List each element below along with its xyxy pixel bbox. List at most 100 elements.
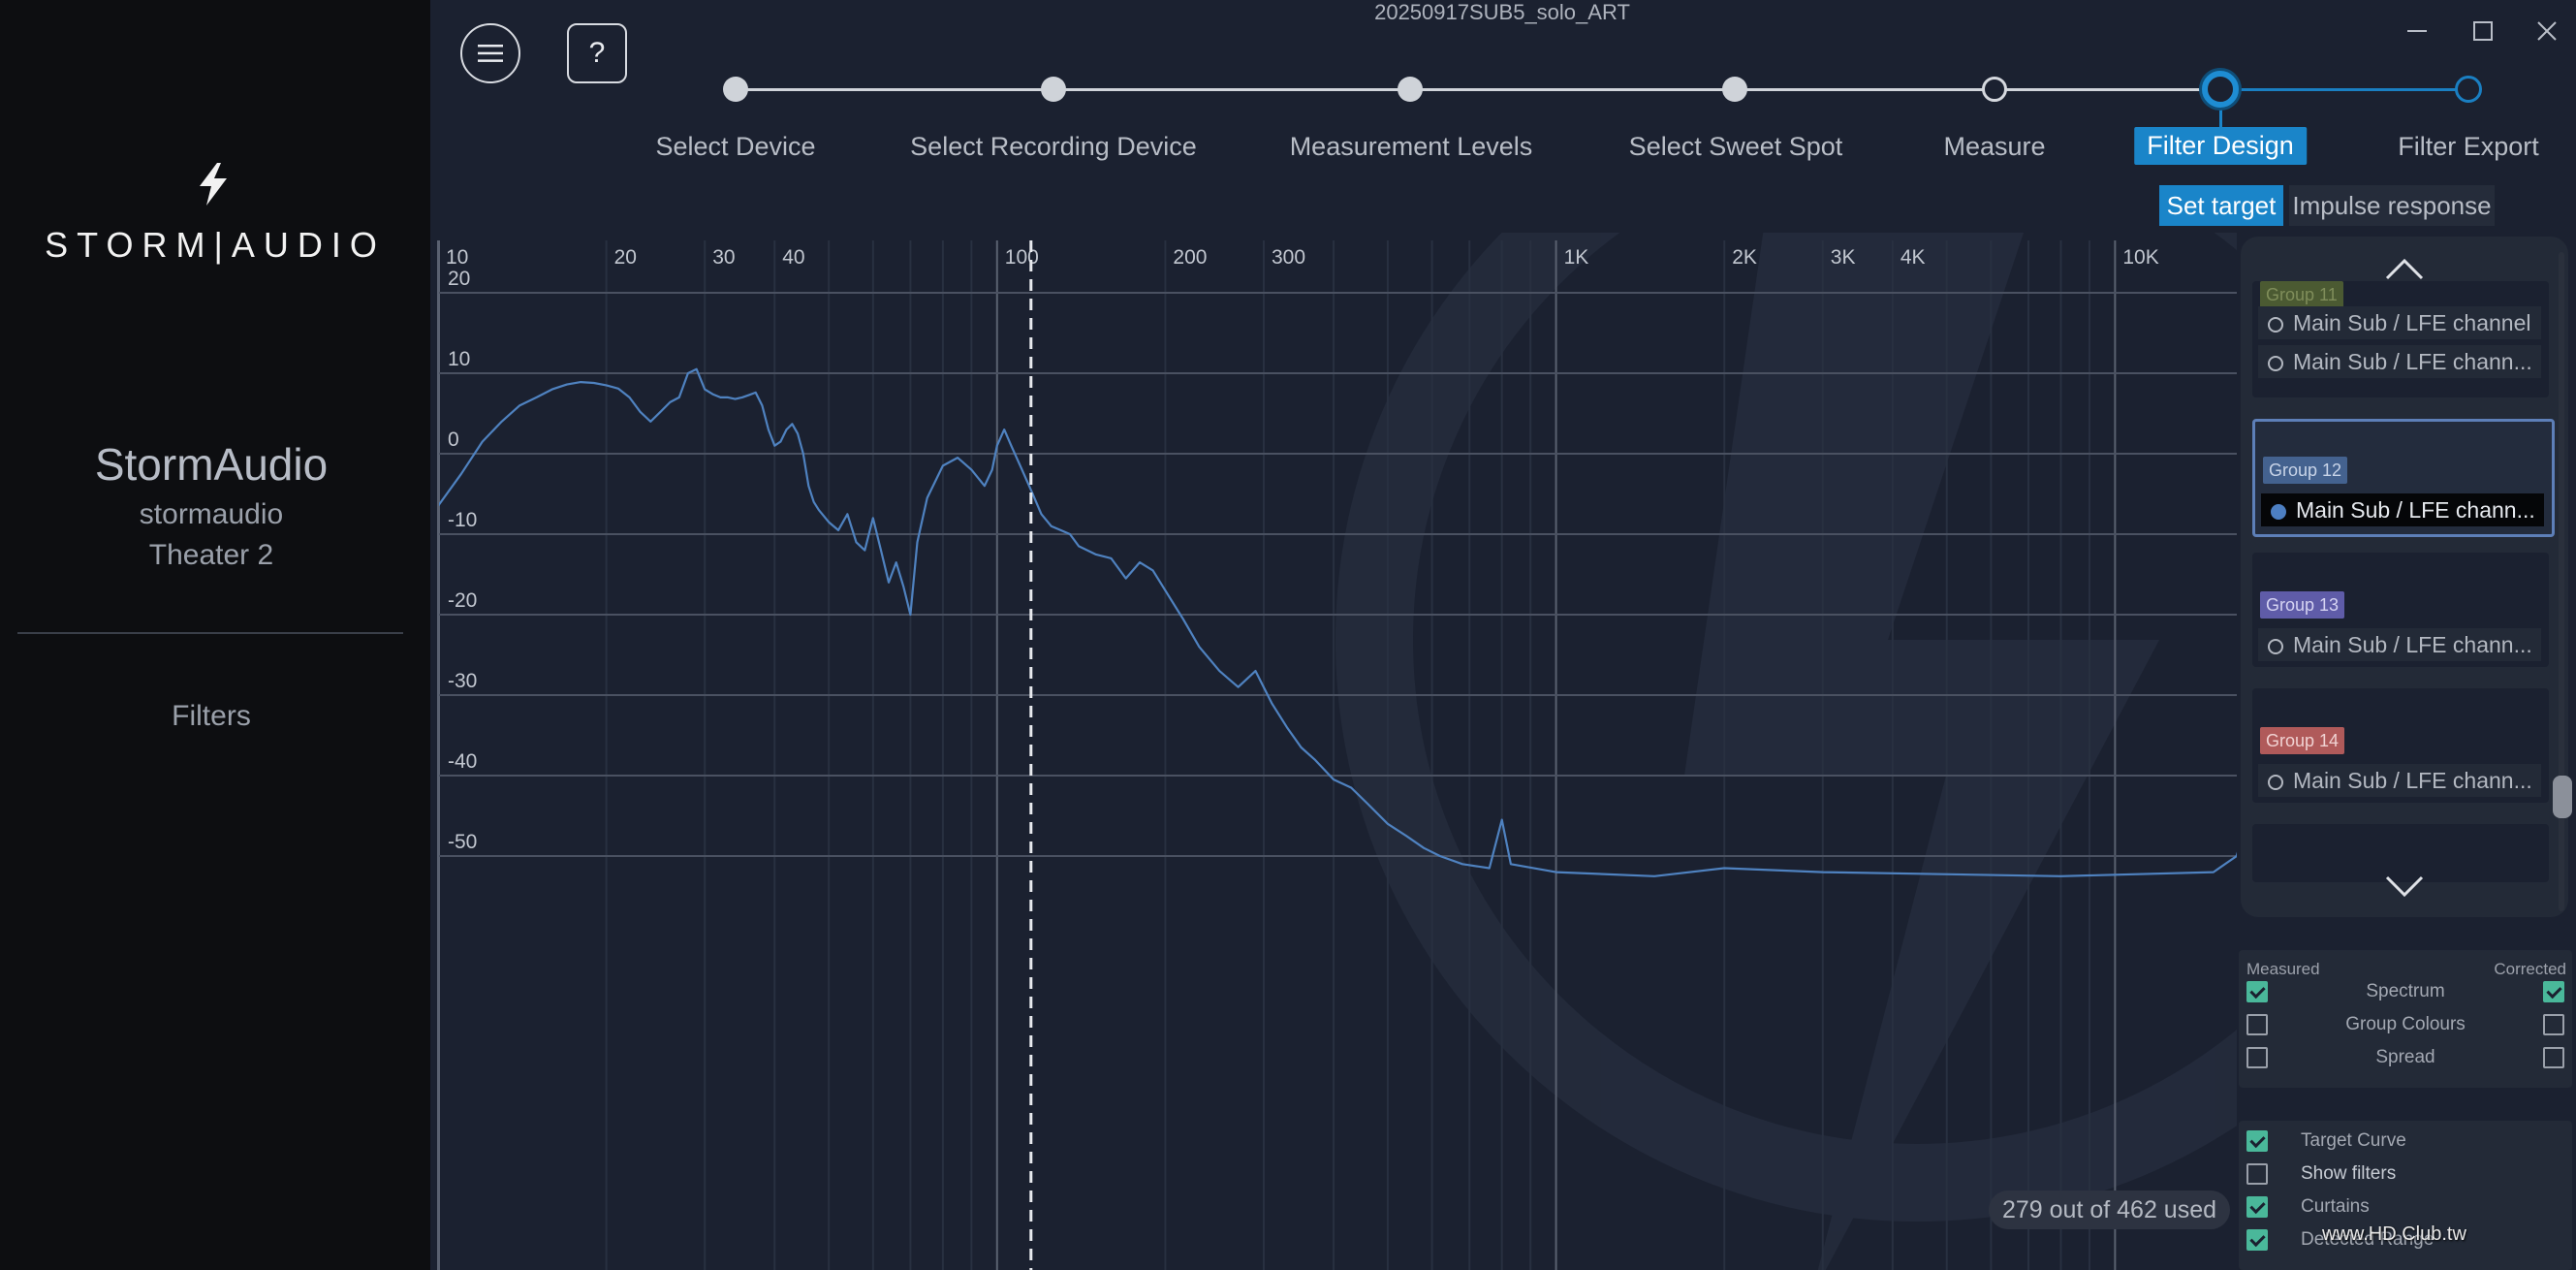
channel-label: Main Sub / LFE chann... — [2296, 497, 2535, 523]
x-tick-label: 300 — [1272, 246, 1305, 269]
measured-header: Measured — [2246, 960, 2320, 978]
y-tick-label: 10 — [448, 348, 470, 370]
option-label: Group Colours — [2345, 1014, 2466, 1034]
detected-range-checkbox[interactable] — [2246, 1229, 2268, 1251]
group-card-11[interactable]: Group 11 Main Sub / LFE channel Main Sub… — [2252, 281, 2549, 397]
chevron-up-icon — [2385, 258, 2424, 280]
step-select-sweet-spot[interactable]: Select Sweet Spot — [1628, 132, 1843, 161]
logo-text: STORM|AUDIO — [45, 225, 386, 265]
step-dot-filter-export[interactable] — [2455, 76, 2482, 103]
spread-measured-checkbox[interactable] — [2246, 1047, 2268, 1068]
steps-remaining-line — [2221, 88, 2469, 91]
option-label: Show filters — [2301, 1163, 2397, 1184]
group-tag-14: Group 14 — [2260, 727, 2345, 754]
tab-set-target[interactable]: Set target — [2159, 185, 2283, 226]
device-name: stormaudio — [139, 498, 284, 530]
active-step-connector — [2219, 105, 2222, 128]
frequency-response-chart[interactable]: 20 10 0 -10 -20 -30 -40 -50 10 20 30 40 100 200 300 1K 2… — [434, 233, 2237, 1270]
y-tick-label: -40 — [448, 750, 477, 773]
group-card-next[interactable] — [2252, 824, 2549, 882]
step-dot-measurement-levels[interactable] — [1398, 77, 1423, 102]
step-dot-select-sweet-spot[interactable] — [1722, 77, 1747, 102]
option-row-spread: Spread — [2239, 1043, 2572, 1072]
channel-row[interactable]: Main Sub / LFE chann... — [2258, 628, 2541, 661]
target-curve-checkbox[interactable] — [2246, 1130, 2268, 1152]
group-card-14[interactable]: Group 14 Main Sub / LFE chann... — [2252, 688, 2549, 803]
x-tick-label: 100 — [1005, 246, 1039, 269]
step-dot-measure[interactable] — [1982, 77, 2007, 102]
frequency-response-line — [439, 367, 2237, 877]
spectrum-corrected-checkbox[interactable] — [2543, 981, 2564, 1002]
group-colours-measured-checkbox[interactable] — [2246, 1014, 2268, 1035]
channel-row[interactable]: Main Sub / LFE channel — [2258, 306, 2541, 339]
x-tick-label: 10 — [446, 246, 468, 269]
step-select-device[interactable]: Select Device — [655, 132, 816, 161]
y-tick-label: 0 — [448, 429, 459, 451]
step-filter-design[interactable]: Filter Design — [2134, 127, 2307, 165]
option-target-curve[interactable]: Target Curve — [2239, 1127, 2572, 1156]
group-scrollbar-thumb[interactable] — [2553, 776, 2572, 818]
maximize-icon[interactable] — [2466, 14, 2500, 48]
background-logo-watermark — [1335, 233, 2237, 1270]
radio-icon — [2268, 316, 2283, 333]
document-title: 20250917SUB5_solo_ART — [1374, 0, 1630, 24]
group-tag-12: Group 12 — [2263, 457, 2348, 484]
channel-row[interactable]: Main Sub / LFE chann... — [2258, 764, 2541, 797]
x-tick-label: 4K — [1901, 246, 1926, 269]
show-filters-checkbox[interactable] — [2246, 1163, 2268, 1185]
option-row-spectrum: Spectrum — [2239, 977, 2572, 1006]
option-curtains[interactable]: Curtains — [2239, 1192, 2572, 1222]
step-dot-select-recording-device[interactable] — [1041, 77, 1066, 102]
step-dot-filter-design[interactable] — [2202, 71, 2239, 108]
step-dot-select-device[interactable] — [723, 77, 748, 102]
radio-icon — [2268, 355, 2283, 371]
brand-name: StormAudio — [94, 439, 329, 490]
close-icon[interactable] — [2529, 14, 2564, 48]
corrected-header: Corrected — [2494, 960, 2566, 978]
filter-usage-badge: 279 out of 462 used — [1989, 1191, 2231, 1229]
group-tag-11: Group 11 — [2260, 281, 2343, 308]
y-tick-label: -50 — [448, 831, 477, 853]
minimize-icon[interactable] — [2400, 14, 2435, 48]
x-tick-label: 3K — [1831, 246, 1856, 269]
group-card-12[interactable]: Group 12 Main Sub / LFE chann... — [2252, 419, 2555, 537]
display-options-panel: Measured Corrected Spectrum Group Colour… — [2239, 950, 2572, 1088]
option-label: Target Curve — [2301, 1130, 2406, 1151]
group-colours-corrected-checkbox[interactable] — [2543, 1014, 2564, 1035]
scroll-down-button[interactable] — [2241, 863, 2568, 911]
x-tick-label: 200 — [1173, 246, 1207, 269]
spectrum-measured-checkbox[interactable] — [2246, 981, 2268, 1002]
option-label: Curtains — [2301, 1196, 2370, 1217]
curtains-checkbox[interactable] — [2246, 1196, 2268, 1218]
option-label: Spectrum — [2366, 981, 2445, 1001]
channel-label: Main Sub / LFE chann... — [2293, 349, 2532, 374]
x-tick-label: 2K — [1732, 246, 1757, 269]
sidebar-item-filters[interactable]: Filters — [172, 700, 251, 732]
group-list-panel: Group 11 Main Sub / LFE channel Main Sub… — [2241, 237, 2568, 917]
hamburger-icon — [478, 45, 503, 62]
menu-button[interactable] — [460, 23, 520, 83]
channel-row-selected[interactable]: Main Sub / LFE chann... — [2261, 493, 2544, 526]
step-measure[interactable]: Measure — [1943, 132, 2046, 161]
step-select-recording-device[interactable]: Select Recording Device — [910, 132, 1197, 161]
channel-label: Main Sub / LFE chann... — [2293, 768, 2532, 793]
channel-label: Main Sub / LFE chann... — [2293, 632, 2532, 657]
step-filter-export[interactable]: Filter Export — [2398, 132, 2539, 161]
step-measurement-levels[interactable]: Measurement Levels — [1289, 132, 1533, 161]
y-tick-label: -20 — [448, 589, 477, 612]
help-button[interactable]: ? — [567, 23, 627, 83]
radio-selected-icon — [2271, 503, 2286, 520]
radio-icon — [2268, 638, 2283, 654]
y-tick-label: -10 — [448, 509, 477, 531]
scroll-up-button[interactable] — [2241, 244, 2568, 293]
option-detected-range[interactable]: Detected Range — [2239, 1225, 2572, 1254]
group-card-13[interactable]: Group 13 Main Sub / LFE chann... — [2252, 553, 2549, 667]
option-row-group-colours: Group Colours — [2239, 1010, 2572, 1039]
channel-row[interactable]: Main Sub / LFE chann... — [2258, 345, 2541, 378]
option-show-filters[interactable]: Show filters — [2239, 1159, 2572, 1189]
group-scrollbar-track[interactable] — [2559, 252, 2564, 911]
tab-impulse-response[interactable]: Impulse response — [2289, 185, 2495, 226]
spread-corrected-checkbox[interactable] — [2543, 1047, 2564, 1068]
group-tag-13: Group 13 — [2260, 591, 2345, 619]
